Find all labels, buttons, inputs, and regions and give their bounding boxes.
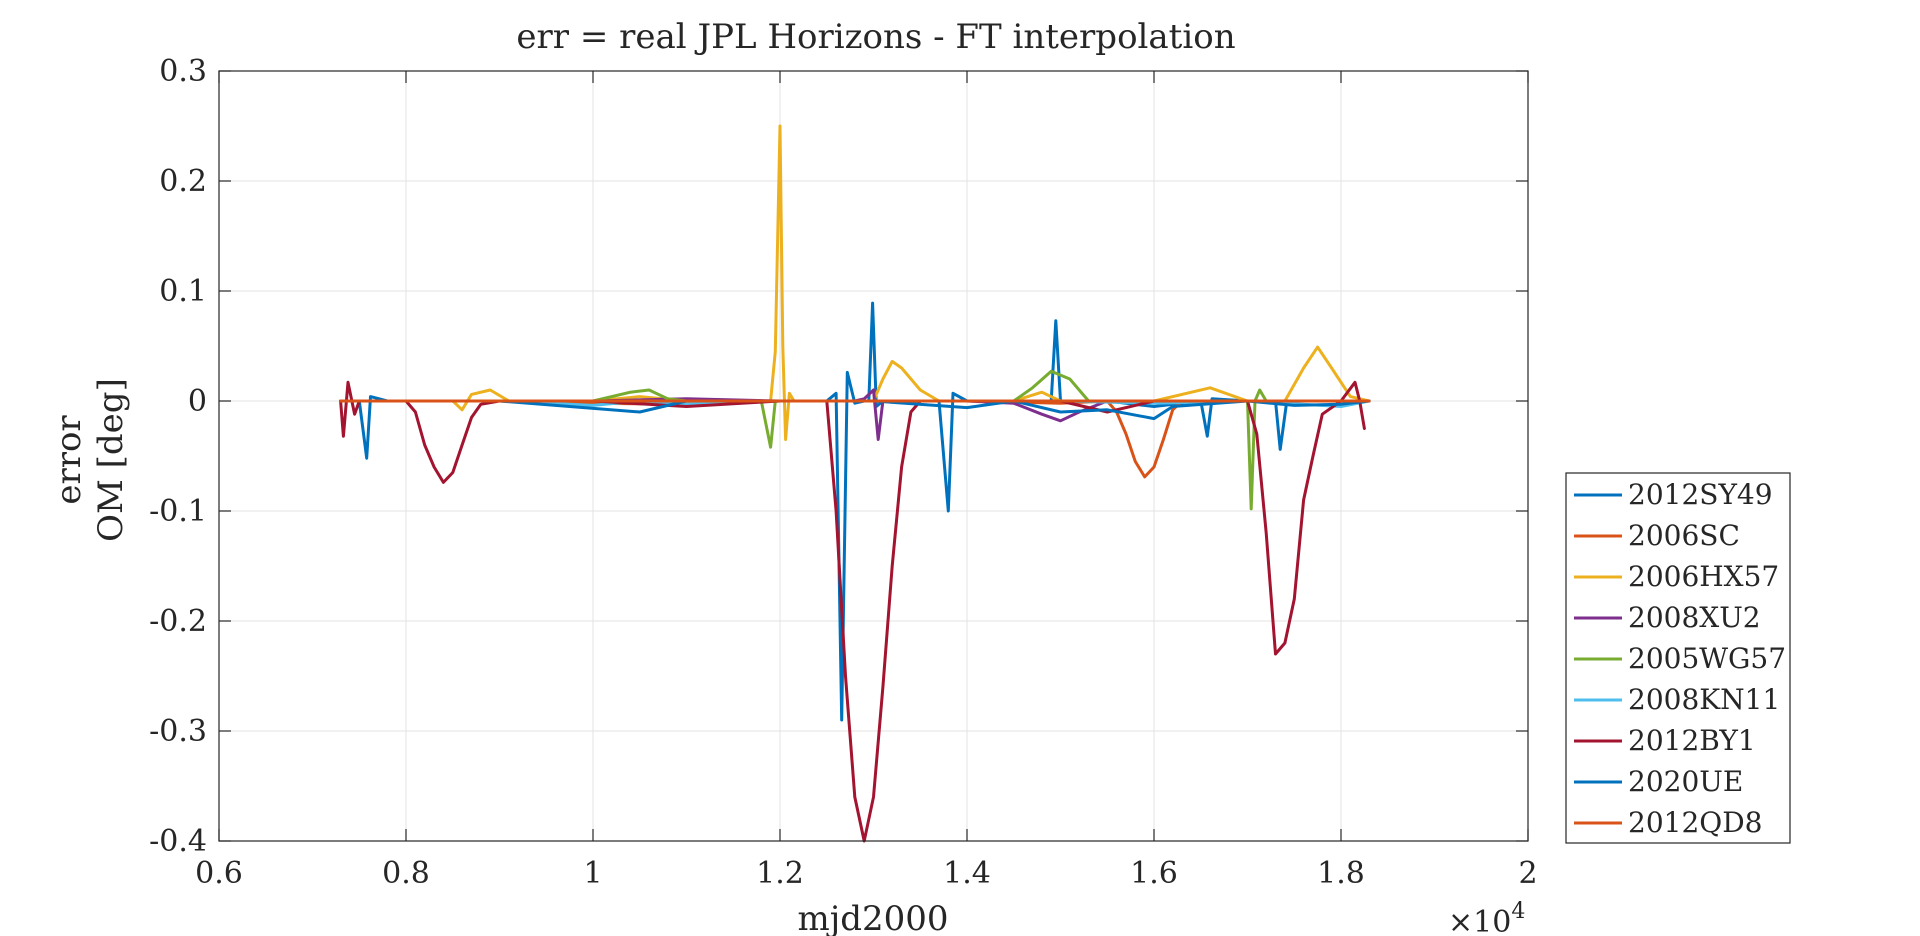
y-tick-label: 0.1	[159, 274, 207, 309]
y-tick-label: 0.3	[159, 54, 207, 89]
chart-title: err = real JPL Horizons - FT interpolati…	[516, 17, 1235, 57]
y-tick-label: -0.4	[149, 824, 207, 859]
y-tick-label: -0.1	[149, 494, 207, 529]
series-line-2006HX57	[339, 124, 1371, 441]
y-tick-label: 0.2	[159, 164, 207, 199]
series-layer	[339, 124, 1371, 843]
y-axis-ticks: 0.3 0.2 0.1 0 -0.1 -0.2 -0.3 -0.4	[149, 54, 1528, 859]
legend-label-2020UE: 2020UE	[1628, 765, 1743, 798]
x-tick-label: 0.6	[195, 856, 243, 891]
legend-label-2012QD8: 2012QD8	[1628, 806, 1762, 839]
x-tick-label: 1.6	[1130, 856, 1178, 891]
x-axis-multiplier: ×104	[1448, 899, 1525, 936]
series-line-2012BY1	[339, 380, 1366, 843]
x-tick-label: 1.4	[943, 856, 991, 891]
legend: 2012SY49 2006SC 2006HX57 2008XU2 2005WG57 200…	[1565, 472, 1791, 844]
legend-label-2005WG57: 2005WG57	[1628, 642, 1786, 675]
series-line-2006SC	[339, 399, 1371, 479]
x-tick-label: 1.2	[756, 856, 804, 891]
series-line-2012SY49	[339, 301, 1371, 722]
x-tick-label: 0.8	[382, 856, 430, 891]
legend-label-2006HX57: 2006HX57	[1628, 560, 1779, 593]
x-tick-label: 2	[1518, 856, 1537, 891]
legend-label-2012SY49: 2012SY49	[1628, 478, 1773, 511]
x-multiplier-exponent: 4	[1511, 899, 1525, 924]
y-axis-label-line2: OM [deg]	[91, 378, 131, 542]
x-tick-label: 1.8	[1317, 856, 1365, 891]
x-axis-label: mjd2000	[797, 899, 948, 936]
legend-label-2006SC: 2006SC	[1628, 519, 1740, 552]
x-axis-ticks: 0.6 0.8 1 1.2 1.4 1.6 1.8 2	[195, 71, 1538, 891]
legend-label-2012BY1: 2012BY1	[1628, 724, 1756, 757]
legend-label-2008XU2: 2008XU2	[1628, 601, 1761, 634]
grid	[218, 70, 1529, 842]
legend-label-2008KN11: 2008KN11	[1628, 683, 1780, 716]
y-tick-label: 0	[188, 384, 207, 419]
y-tick-label: -0.3	[149, 714, 207, 749]
y-axis-label-line1: error	[49, 415, 89, 505]
y-tick-label: -0.2	[149, 604, 207, 639]
x-multiplier-base: ×10	[1448, 905, 1511, 936]
series-line-2020UE	[339, 399, 1371, 421]
plot-frame	[218, 70, 1529, 842]
x-tick-label: 1	[583, 856, 602, 891]
